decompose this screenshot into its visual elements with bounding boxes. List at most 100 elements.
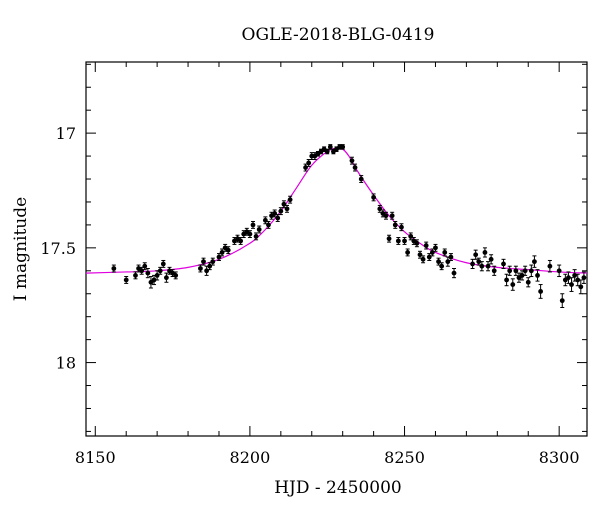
point-marker (225, 247, 231, 253)
data-point (266, 220, 271, 229)
data-point (164, 272, 169, 283)
data-point (575, 273, 581, 287)
y-tick-label: 17.5 (40, 239, 76, 258)
data-point (491, 265, 497, 276)
data-point (525, 277, 531, 288)
point-marker (538, 289, 544, 294)
data-point (201, 257, 206, 266)
data-point (386, 234, 392, 243)
data-point (225, 246, 231, 255)
data-point (581, 271, 587, 284)
data-point (306, 159, 312, 167)
data-point (352, 163, 358, 172)
point-marker (284, 206, 290, 212)
point-marker (420, 256, 426, 262)
point-marker (139, 268, 145, 274)
data-point (142, 262, 148, 271)
data-point (485, 261, 491, 272)
data-point (160, 259, 166, 268)
point-marker (253, 233, 259, 239)
data-point (547, 259, 553, 273)
point-marker (405, 250, 411, 255)
data-point (111, 264, 117, 273)
data-point (157, 266, 163, 275)
data-point (210, 257, 216, 266)
point-marker (473, 252, 479, 258)
data-point (395, 237, 401, 245)
point-marker (519, 272, 525, 278)
y-axis-ticks (86, 63, 587, 432)
data-point (284, 204, 290, 213)
point-marker (383, 213, 389, 219)
point-marker (417, 252, 423, 258)
model-curve-line (85, 147, 588, 274)
data-point (439, 262, 445, 271)
point-marker (207, 263, 213, 269)
point-marker (377, 206, 383, 212)
data-point (510, 278, 516, 291)
data-point (436, 257, 441, 266)
data-point (417, 250, 423, 259)
data-point (442, 248, 448, 257)
data-point (426, 253, 432, 261)
point-marker (133, 272, 138, 278)
data-point (532, 255, 537, 268)
data-point (349, 156, 355, 165)
data-point (173, 271, 179, 280)
data-point (256, 225, 262, 234)
point-marker (525, 279, 531, 285)
point-marker (485, 263, 491, 269)
point-marker (439, 263, 445, 269)
data-point (501, 258, 506, 270)
point-marker (157, 268, 163, 274)
point-marker (272, 211, 278, 216)
point-marker (482, 250, 488, 255)
point-marker (358, 176, 364, 182)
point-marker (392, 222, 398, 228)
x-axis-label: HJD - 2450000 (274, 478, 402, 498)
data-point (392, 220, 398, 229)
point-marker (250, 222, 256, 228)
point-marker (164, 275, 169, 281)
point-marker (386, 236, 392, 242)
point-marker (371, 194, 377, 200)
data-point (383, 211, 389, 220)
data-point (207, 262, 213, 271)
point-marker (327, 144, 333, 150)
point-marker (201, 259, 206, 265)
point-marker (278, 208, 284, 214)
point-marker (470, 261, 475, 267)
data-point (451, 268, 457, 279)
data-point (507, 265, 513, 276)
point-marker (559, 298, 565, 304)
point-marker (442, 250, 448, 255)
data-point (250, 220, 256, 229)
point-marker (507, 268, 513, 274)
point-marker (306, 160, 312, 166)
data-point (473, 249, 479, 260)
point-marker (528, 268, 534, 274)
data-point (448, 253, 454, 261)
data-point (253, 232, 259, 241)
point-marker (547, 263, 553, 269)
data-point (123, 276, 129, 284)
data-point (433, 243, 438, 252)
x-tick-label: 8150 (75, 448, 116, 467)
y-axis-tick-labels: 17 17.5 18 (40, 124, 76, 372)
data-point (482, 247, 488, 258)
data-point (402, 237, 407, 245)
data-points-series (111, 144, 587, 309)
point-marker (123, 277, 129, 283)
point-marker (151, 277, 157, 283)
data-point (278, 207, 284, 216)
point-marker (154, 272, 160, 278)
point-marker (303, 165, 308, 170)
data-point (247, 230, 253, 239)
data-point (324, 148, 330, 155)
point-marker (219, 250, 225, 255)
point-marker (572, 272, 578, 278)
point-marker (281, 201, 287, 207)
point-marker (352, 165, 358, 170)
data-point (578, 279, 584, 295)
